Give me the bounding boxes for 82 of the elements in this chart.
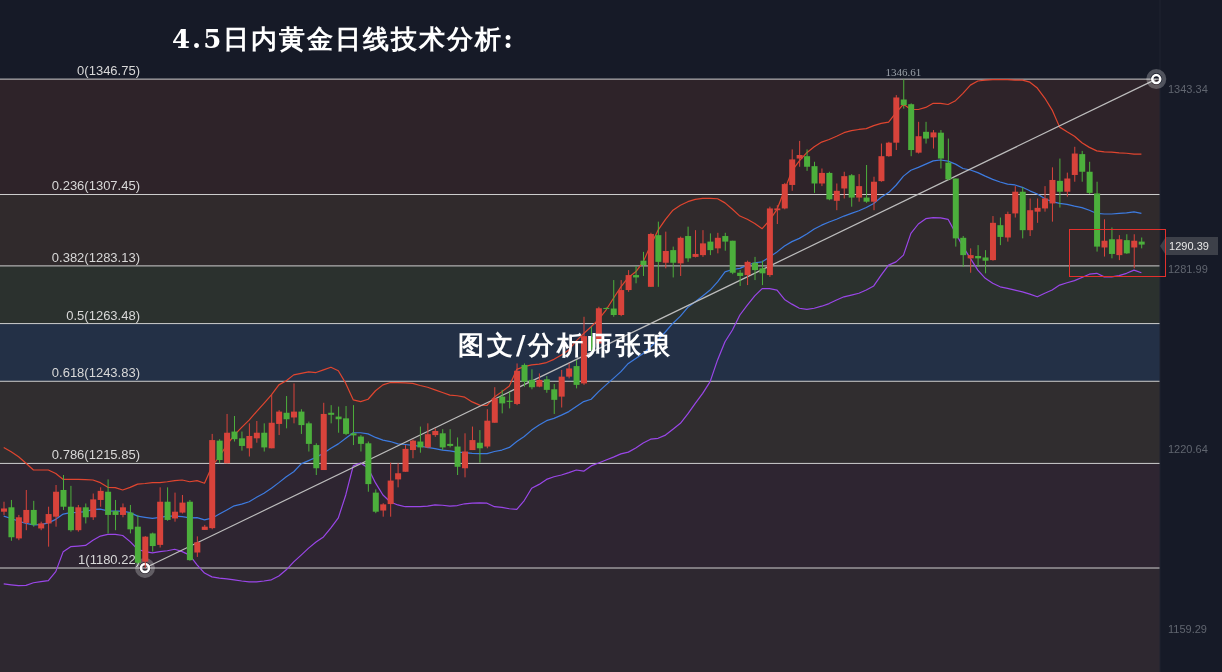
candlestick <box>1034 197 1041 224</box>
candlestick <box>1012 185 1019 219</box>
candlestick <box>194 535 201 558</box>
candlestick <box>1079 150 1086 183</box>
candlestick <box>1086 161 1093 195</box>
ref-line-label: 0.786(1215.85) <box>51 447 140 463</box>
candlestick <box>804 148 811 172</box>
candlestick <box>744 260 751 286</box>
candlestick <box>283 395 290 429</box>
candlestick <box>945 138 952 181</box>
candlestick <box>90 493 97 521</box>
annotation: 1346.61 <box>885 65 922 78</box>
candlestick <box>610 279 617 318</box>
candlestick <box>923 121 930 145</box>
text: 4.5日内黄金日线技术分析: <box>172 23 515 56</box>
candlestick <box>387 462 394 518</box>
candlestick <box>871 176 877 211</box>
candlestick <box>685 226 692 263</box>
candlestick <box>261 422 268 453</box>
candlestick <box>75 504 82 533</box>
candlestick <box>67 485 74 533</box>
candlestick <box>313 442 320 476</box>
candlestick <box>640 251 647 277</box>
candlestick <box>454 436 461 476</box>
candlestick <box>856 173 863 203</box>
candlestick <box>670 246 677 278</box>
candlestick <box>82 502 89 524</box>
candlestick <box>833 182 840 211</box>
candlestick <box>328 404 335 424</box>
y-tick-label: 1220.64 <box>1168 443 1208 456</box>
candlestick <box>164 486 171 522</box>
candlestick <box>60 474 67 511</box>
candlestick <box>841 171 848 199</box>
candlestick <box>811 161 818 194</box>
candlestick <box>253 420 260 444</box>
candlestick <box>1056 158 1063 209</box>
candlestick <box>127 504 134 534</box>
candlestick <box>112 499 119 531</box>
candlestick <box>573 359 580 389</box>
y-tick-label: 1281.99 <box>1168 263 1208 276</box>
ref-line-label: 0.5(1263.48) <box>66 307 140 323</box>
ref-line-label: 0.618(1243.83) <box>51 365 140 381</box>
text: 1290.39 <box>1160 237 1218 255</box>
candlestick <box>930 129 937 150</box>
candlestick <box>1108 227 1115 259</box>
candlestick <box>372 488 379 514</box>
candlestick <box>796 140 803 168</box>
candlestick <box>105 478 112 534</box>
ref-line-label: 0.382(1283.13) <box>51 249 140 265</box>
candlestick <box>246 422 253 458</box>
candlestick <box>625 269 632 293</box>
candlestick <box>662 231 669 269</box>
candlestick <box>216 438 223 464</box>
candlestick <box>707 232 714 256</box>
candlestick <box>1064 172 1071 198</box>
candlestick <box>863 164 870 204</box>
candlestick <box>960 235 967 268</box>
ref-line-label: 0.236(1307.45) <box>51 178 140 194</box>
line-series <box>3 216 1143 587</box>
candlestick <box>1071 146 1078 183</box>
y-tick-label: 1159.29 <box>1168 623 1207 636</box>
candlestick <box>714 232 721 254</box>
candlestick <box>982 249 989 274</box>
candlestick <box>558 369 565 408</box>
candlestick <box>848 173 855 208</box>
candlestick <box>997 217 1004 246</box>
candlestick <box>97 486 104 508</box>
candlestick <box>915 121 922 155</box>
candlestick <box>395 462 402 488</box>
candlestick <box>305 421 312 453</box>
ref-line-label: 0(1346.75) <box>77 63 140 79</box>
candlestick <box>462 432 469 478</box>
candlestick <box>298 408 305 435</box>
candlestick <box>476 429 483 464</box>
candlestick <box>30 500 37 528</box>
candlestick <box>1123 233 1130 255</box>
candlestick <box>1027 197 1034 237</box>
candlestick <box>1004 211 1011 243</box>
y-tick-label: 1343.34 <box>1168 83 1208 96</box>
candlestick <box>1 501 7 516</box>
candlestick <box>1116 234 1123 261</box>
candlestick <box>967 247 974 274</box>
